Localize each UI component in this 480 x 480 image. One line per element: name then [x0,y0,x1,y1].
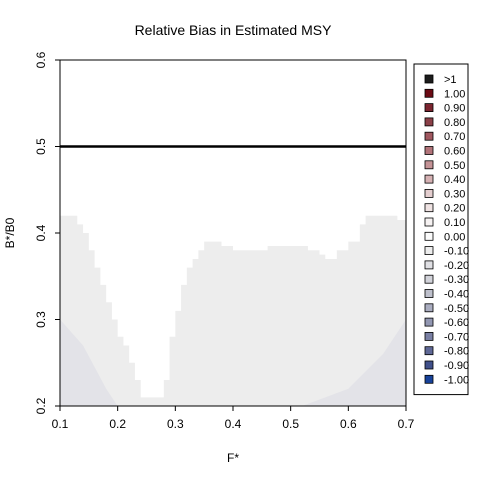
legend-label: -1.00 [444,374,469,386]
legend-swatch [424,331,434,341]
y-tick-label: 0.5 [34,138,48,155]
legend-swatch [424,131,434,141]
legend-swatch [424,317,434,327]
y-tick-label: 0.6 [34,51,48,68]
y-tick-label: 0.3 [34,311,48,328]
legend-swatch [424,374,434,384]
legend-swatch [424,289,434,298]
legend-label: >1 [444,74,457,86]
axes: 0.1 0.2 0.3 0.4 0.5 0.6 0.7 0.2 0.3 0.4 0.5 0.6 [34,51,414,431]
legend-swatch [424,160,434,170]
y-tick-label: 0.2 [34,397,48,414]
legend-label: 0.90 [444,103,465,115]
legend-label: 1.00 [444,88,465,100]
shaded-corner-1 [60,319,118,406]
legend-label: 0.10 [444,217,465,229]
legend-swatch [424,103,434,112]
shaded-corner-2 [302,319,406,406]
legend-swatch [424,188,434,198]
plot-area [60,145,406,406]
legend-label: -0.90 [444,360,469,372]
legend-swatch [424,231,434,241]
legend-label: 0.00 [444,231,465,243]
legend-swatch [424,74,434,84]
legend-label: 0.80 [444,117,465,129]
x-tick-label: 0.5 [282,417,299,431]
legend-label: 0.50 [444,160,465,172]
x-tick-label: 0.7 [398,417,415,431]
legend-label: 0.70 [444,131,465,143]
x-tick-label: 0.1 [52,417,69,431]
y-axis-title: B*/B0 [3,217,17,248]
legend-box [413,63,469,396]
legend-label: 0.60 [444,146,465,158]
legend-swatch [424,117,434,127]
legend-swatch [424,174,434,184]
x-tick-label: 0.2 [109,417,126,431]
legend-swatch [424,346,434,356]
legend-swatch [424,303,434,313]
legend-swatch [424,360,434,370]
legend-swatch [424,246,434,256]
legend-label: -0.80 [444,346,469,358]
legend-swatch [424,260,434,270]
legend-label: 0.30 [444,188,465,200]
y-tick-label: 0.4 [34,224,48,241]
legend-label: -0.20 [444,260,469,272]
legend-label: 0.20 [444,203,465,215]
legend-label: -0.70 [444,331,469,343]
legend-label: 0.40 [444,174,465,186]
legend-label: -0.50 [444,303,469,315]
legend: >1 1.00 0.90 0.80 0.70 0.60 0.50 0.40 0.30 0.20 0.… [413,63,469,396]
filled-region [60,215,406,406]
chart-title: Relative Bias in Estimated MSY [135,22,333,38]
legend-label: -0.30 [444,274,469,286]
legend-label: -0.40 [444,289,469,301]
legend-swatch [424,88,434,98]
legend-label: -0.10 [444,246,469,258]
legend-label: -0.60 [444,317,469,329]
legend-swatch [424,203,434,213]
x-axis-title: F* [227,451,239,465]
x-tick-label: 0.6 [340,417,357,431]
x-tick-label: 0.3 [167,417,184,431]
legend-swatch [424,217,434,227]
legend-swatch [424,146,434,155]
legend-swatch [424,274,434,284]
x-tick-label: 0.4 [225,417,242,431]
